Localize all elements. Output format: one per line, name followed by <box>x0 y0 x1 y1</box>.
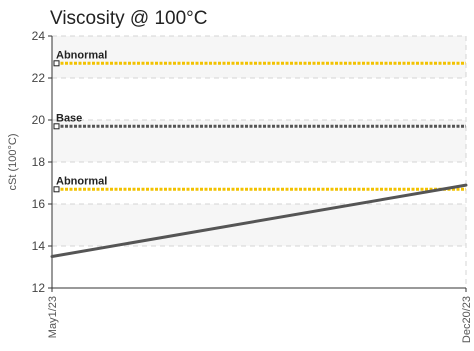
series-line <box>50 183 468 258</box>
reference-label: Abnormal <box>56 49 107 61</box>
grid-band <box>52 204 466 246</box>
reference-label: Base <box>56 112 82 124</box>
reference-label: Abnormal <box>56 175 107 187</box>
reference-marker <box>53 123 60 130</box>
x-tick-label: May1/23 <box>47 296 59 338</box>
y-tick-label: 14 <box>32 239 46 253</box>
y-tick-label: 16 <box>32 197 46 211</box>
x-tick-label: Dec20/23 <box>461 296 473 343</box>
grid-bands <box>52 36 466 246</box>
series-layer <box>50 183 468 258</box>
y-tick-label: 12 <box>32 281 46 295</box>
y-axis-label: cSt (100°C) <box>7 134 19 191</box>
chart-title: Viscosity @ 100°C <box>50 8 207 29</box>
y-tick-labels: 12 14 16 18 20 22 24 <box>32 29 46 295</box>
reference-lines: Abnormal Base Abnormal <box>53 49 466 193</box>
grid-lines <box>52 35 467 288</box>
y-tick-label: 20 <box>32 113 46 127</box>
reference-marker <box>53 186 60 193</box>
reference-marker <box>53 60 60 67</box>
x-tick-labels: May1/23 Dec20/23 <box>47 296 473 343</box>
y-tick-label: 22 <box>32 71 46 85</box>
y-tick-label: 18 <box>32 155 46 169</box>
axes <box>48 35 467 292</box>
grid-band <box>52 36 466 78</box>
y-tick-label: 24 <box>32 29 46 43</box>
